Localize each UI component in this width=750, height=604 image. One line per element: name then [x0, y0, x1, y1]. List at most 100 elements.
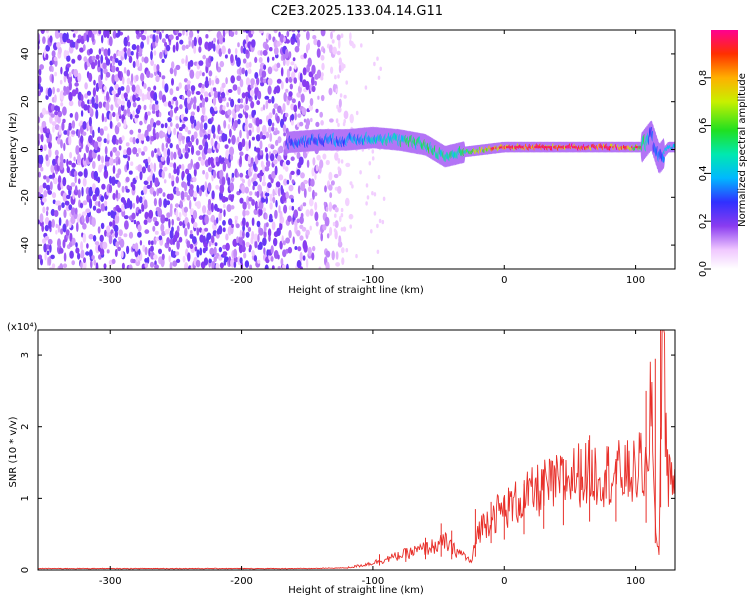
- noise-cell: [317, 95, 320, 100]
- noise-cell: [147, 86, 152, 92]
- noise-cell: [242, 229, 245, 239]
- noise-cell: [52, 158, 57, 166]
- noise-cell: [38, 171, 41, 178]
- noise-cell: [233, 112, 237, 120]
- noise-cell: [99, 24, 104, 29]
- noise-cell: [302, 30, 307, 32]
- noise-cell: [175, 86, 180, 91]
- noise-cell: [222, 37, 226, 43]
- noise-cell: [333, 173, 339, 179]
- noise-cell: [160, 156, 165, 162]
- noise-cell: [146, 256, 150, 264]
- noise-cell: [182, 30, 185, 36]
- spectrogram-x-tick-label: -200: [230, 275, 253, 286]
- noise-cell: [81, 211, 87, 216]
- noise-cell: [349, 32, 352, 41]
- noise-cell: [76, 222, 79, 232]
- noise-cell: [132, 147, 138, 155]
- noise-cell: [100, 163, 104, 169]
- noise-cell: [48, 174, 54, 179]
- noise-cell: [212, 87, 217, 92]
- noise-cell: [241, 138, 246, 148]
- noise-cell: [184, 126, 189, 132]
- noise-cell: [371, 156, 375, 161]
- noise-cell: [161, 253, 165, 260]
- noise-cell: [257, 259, 261, 264]
- noise-cell: [323, 201, 327, 207]
- noise-cell: [248, 129, 252, 137]
- noise-cell: [371, 191, 374, 196]
- snr-ticks: -300 -200 -100 0 100 0 1 2 3: [20, 330, 675, 587]
- noise-cell: [59, 160, 64, 171]
- noise-cell: [208, 258, 212, 264]
- noise-cell: [41, 107, 47, 116]
- noise-cell: [236, 236, 240, 244]
- noise-cell: [175, 115, 179, 121]
- noise-cell: [216, 217, 219, 224]
- noise-cell: [325, 261, 330, 269]
- noise-cell: [242, 217, 246, 227]
- snr-y-tick-label: 0: [20, 567, 31, 573]
- noise-cell: [305, 118, 311, 127]
- noise-cell: [127, 155, 131, 161]
- noise-cell: [166, 237, 171, 245]
- noise-cell: [45, 210, 49, 217]
- noise-cell: [153, 122, 157, 128]
- noise-cell: [77, 54, 82, 61]
- noise-cell: [75, 247, 80, 254]
- noise-cell: [164, 217, 169, 222]
- noise-cell: [247, 203, 251, 210]
- noise-cell: [285, 237, 290, 244]
- noise-cell: [51, 192, 57, 199]
- noise-cell: [65, 219, 69, 227]
- noise-cell: [164, 41, 168, 47]
- noise-cell: [216, 207, 220, 212]
- noise-cell: [222, 244, 227, 250]
- noise-cell: [75, 87, 79, 95]
- noise-cell: [112, 30, 117, 39]
- noise-cell: [152, 34, 156, 43]
- noise-cell: [52, 86, 55, 95]
- noise-cell: [311, 85, 316, 93]
- noise-cell: [155, 100, 159, 105]
- noise-cell: [122, 154, 128, 159]
- noise-cell: [180, 190, 185, 201]
- colorbar-tick-label: 0.0: [698, 261, 709, 277]
- noise-cell: [245, 221, 249, 228]
- noise-cell: [136, 152, 139, 157]
- noise-cell: [250, 157, 254, 164]
- noise-cell: [260, 75, 264, 84]
- noise-cell: [123, 119, 127, 129]
- noise-cell: [334, 220, 339, 229]
- noise-cell: [302, 67, 307, 76]
- noise-cell: [59, 79, 63, 85]
- noise-cell: [53, 56, 58, 62]
- noise-cell: [89, 48, 93, 55]
- noise-cell: [261, 70, 267, 78]
- noise-cell: [200, 115, 205, 123]
- noise-cell: [277, 136, 282, 144]
- noise-cell: [88, 149, 94, 159]
- noise-cell: [129, 137, 134, 143]
- noise-cell: [192, 176, 197, 183]
- noise-cell: [337, 166, 341, 171]
- noise-cell: [181, 123, 186, 129]
- noise-cell: [315, 108, 319, 113]
- noise-cell: [282, 264, 286, 269]
- noise-cell: [204, 79, 210, 89]
- noise-cell: [210, 214, 216, 223]
- noise-cell: [48, 141, 52, 149]
- noise-cell: [132, 93, 137, 103]
- noise-cell: [364, 85, 368, 90]
- noise-cell: [190, 158, 193, 168]
- noise-cell: [45, 184, 51, 191]
- noise-cell: [66, 158, 69, 168]
- noise-cell: [280, 258, 284, 266]
- noise-cell: [230, 205, 235, 210]
- noise-cell: [342, 226, 347, 232]
- noise-cell: [294, 246, 298, 250]
- noise-cell: [221, 176, 226, 186]
- noise-cell: [117, 60, 123, 66]
- noise-cell: [224, 54, 228, 59]
- noise-cell: [38, 116, 41, 124]
